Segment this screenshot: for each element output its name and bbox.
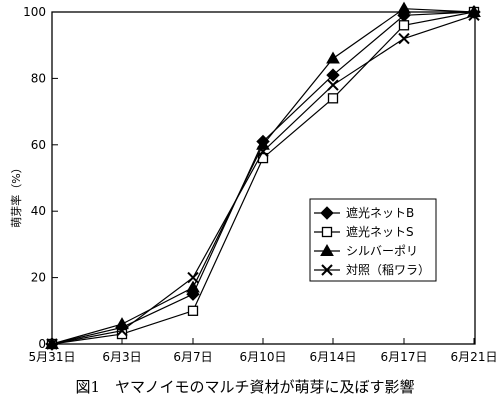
legend-item: 遮光ネットS <box>314 224 414 239</box>
x-tick-label: 6月14日 <box>310 350 357 364</box>
x-tick-label: 6月3日 <box>102 350 141 364</box>
legend-item: 対照（稲ワラ） <box>314 263 430 277</box>
y-axis-label: 萌芽率（%） <box>9 162 23 227</box>
cross-stroke <box>468 9 480 22</box>
cross-stroke <box>398 32 410 45</box>
data-point <box>327 93 339 104</box>
x-tick-label: 6月17日 <box>381 350 428 364</box>
data-point <box>326 68 340 82</box>
data-point <box>468 9 480 22</box>
legend-marker <box>321 264 333 276</box>
data-point <box>46 338 58 350</box>
data-point <box>187 271 199 284</box>
data-point <box>398 20 410 31</box>
data-point <box>256 137 270 150</box>
data-point <box>186 280 200 293</box>
y-tick-label: 20 <box>31 271 46 285</box>
y-tick-label: 100 <box>23 5 46 19</box>
legend-marker <box>320 243 334 256</box>
series-line <box>51 11 475 345</box>
legend-label: 遮光ネットS <box>346 224 414 239</box>
x-tick-label: 6月7日 <box>173 350 212 364</box>
data-point <box>115 317 129 330</box>
data-point <box>327 79 339 91</box>
data-point <box>398 32 410 45</box>
data-point <box>397 1 411 14</box>
data-point <box>187 305 199 316</box>
cross-stroke <box>46 338 58 350</box>
series-line <box>51 11 475 345</box>
series-line <box>51 14 475 345</box>
x-tick-label: 5月31日 <box>29 350 76 364</box>
cross-stroke <box>257 145 269 158</box>
figure-caption: 図1 ヤマノイモのマルチ資材が萌芽に及ぼす影響 <box>75 378 414 396</box>
x-tick-label: 6月21日 <box>451 350 498 364</box>
x-axis-ticks: 5月31日 6月3日 6月7日 6月10日 6月14日 6月17日 6月21日 <box>29 338 498 364</box>
series-cross <box>46 9 480 350</box>
cross-stroke <box>187 271 199 284</box>
cross-stroke <box>327 79 339 91</box>
x-tick-label: 6月10日 <box>240 350 287 364</box>
y-tick-label: 80 <box>31 71 46 85</box>
y-tick-label: 40 <box>31 204 46 218</box>
series-square <box>46 6 480 350</box>
legend-item: 遮光ネットB <box>314 205 414 220</box>
axes <box>51 11 476 345</box>
series-diamond <box>45 5 481 351</box>
cross-stroke <box>321 264 333 276</box>
data-point <box>116 325 128 337</box>
legend-label: 対照（稲ワラ） <box>346 263 430 277</box>
legend-marker <box>320 206 334 220</box>
series-triangle <box>45 1 481 349</box>
series-line <box>51 8 475 345</box>
legend-item: シルバーポリ <box>314 243 418 258</box>
data-point <box>257 152 269 164</box>
legend-label: シルバーポリ <box>346 244 418 258</box>
legend-label: 遮光ネットB <box>346 205 414 220</box>
data-point <box>257 145 269 158</box>
y-tick-label: 60 <box>31 138 46 152</box>
data-point <box>326 51 340 64</box>
cross-stroke <box>116 325 128 337</box>
y-axis-ticks: 0 20 40 60 80 100 <box>23 5 58 351</box>
legend-marker <box>321 226 333 238</box>
plot-frame <box>51 11 476 345</box>
series-group <box>45 1 481 351</box>
y-tick-label: 0 <box>38 337 46 351</box>
